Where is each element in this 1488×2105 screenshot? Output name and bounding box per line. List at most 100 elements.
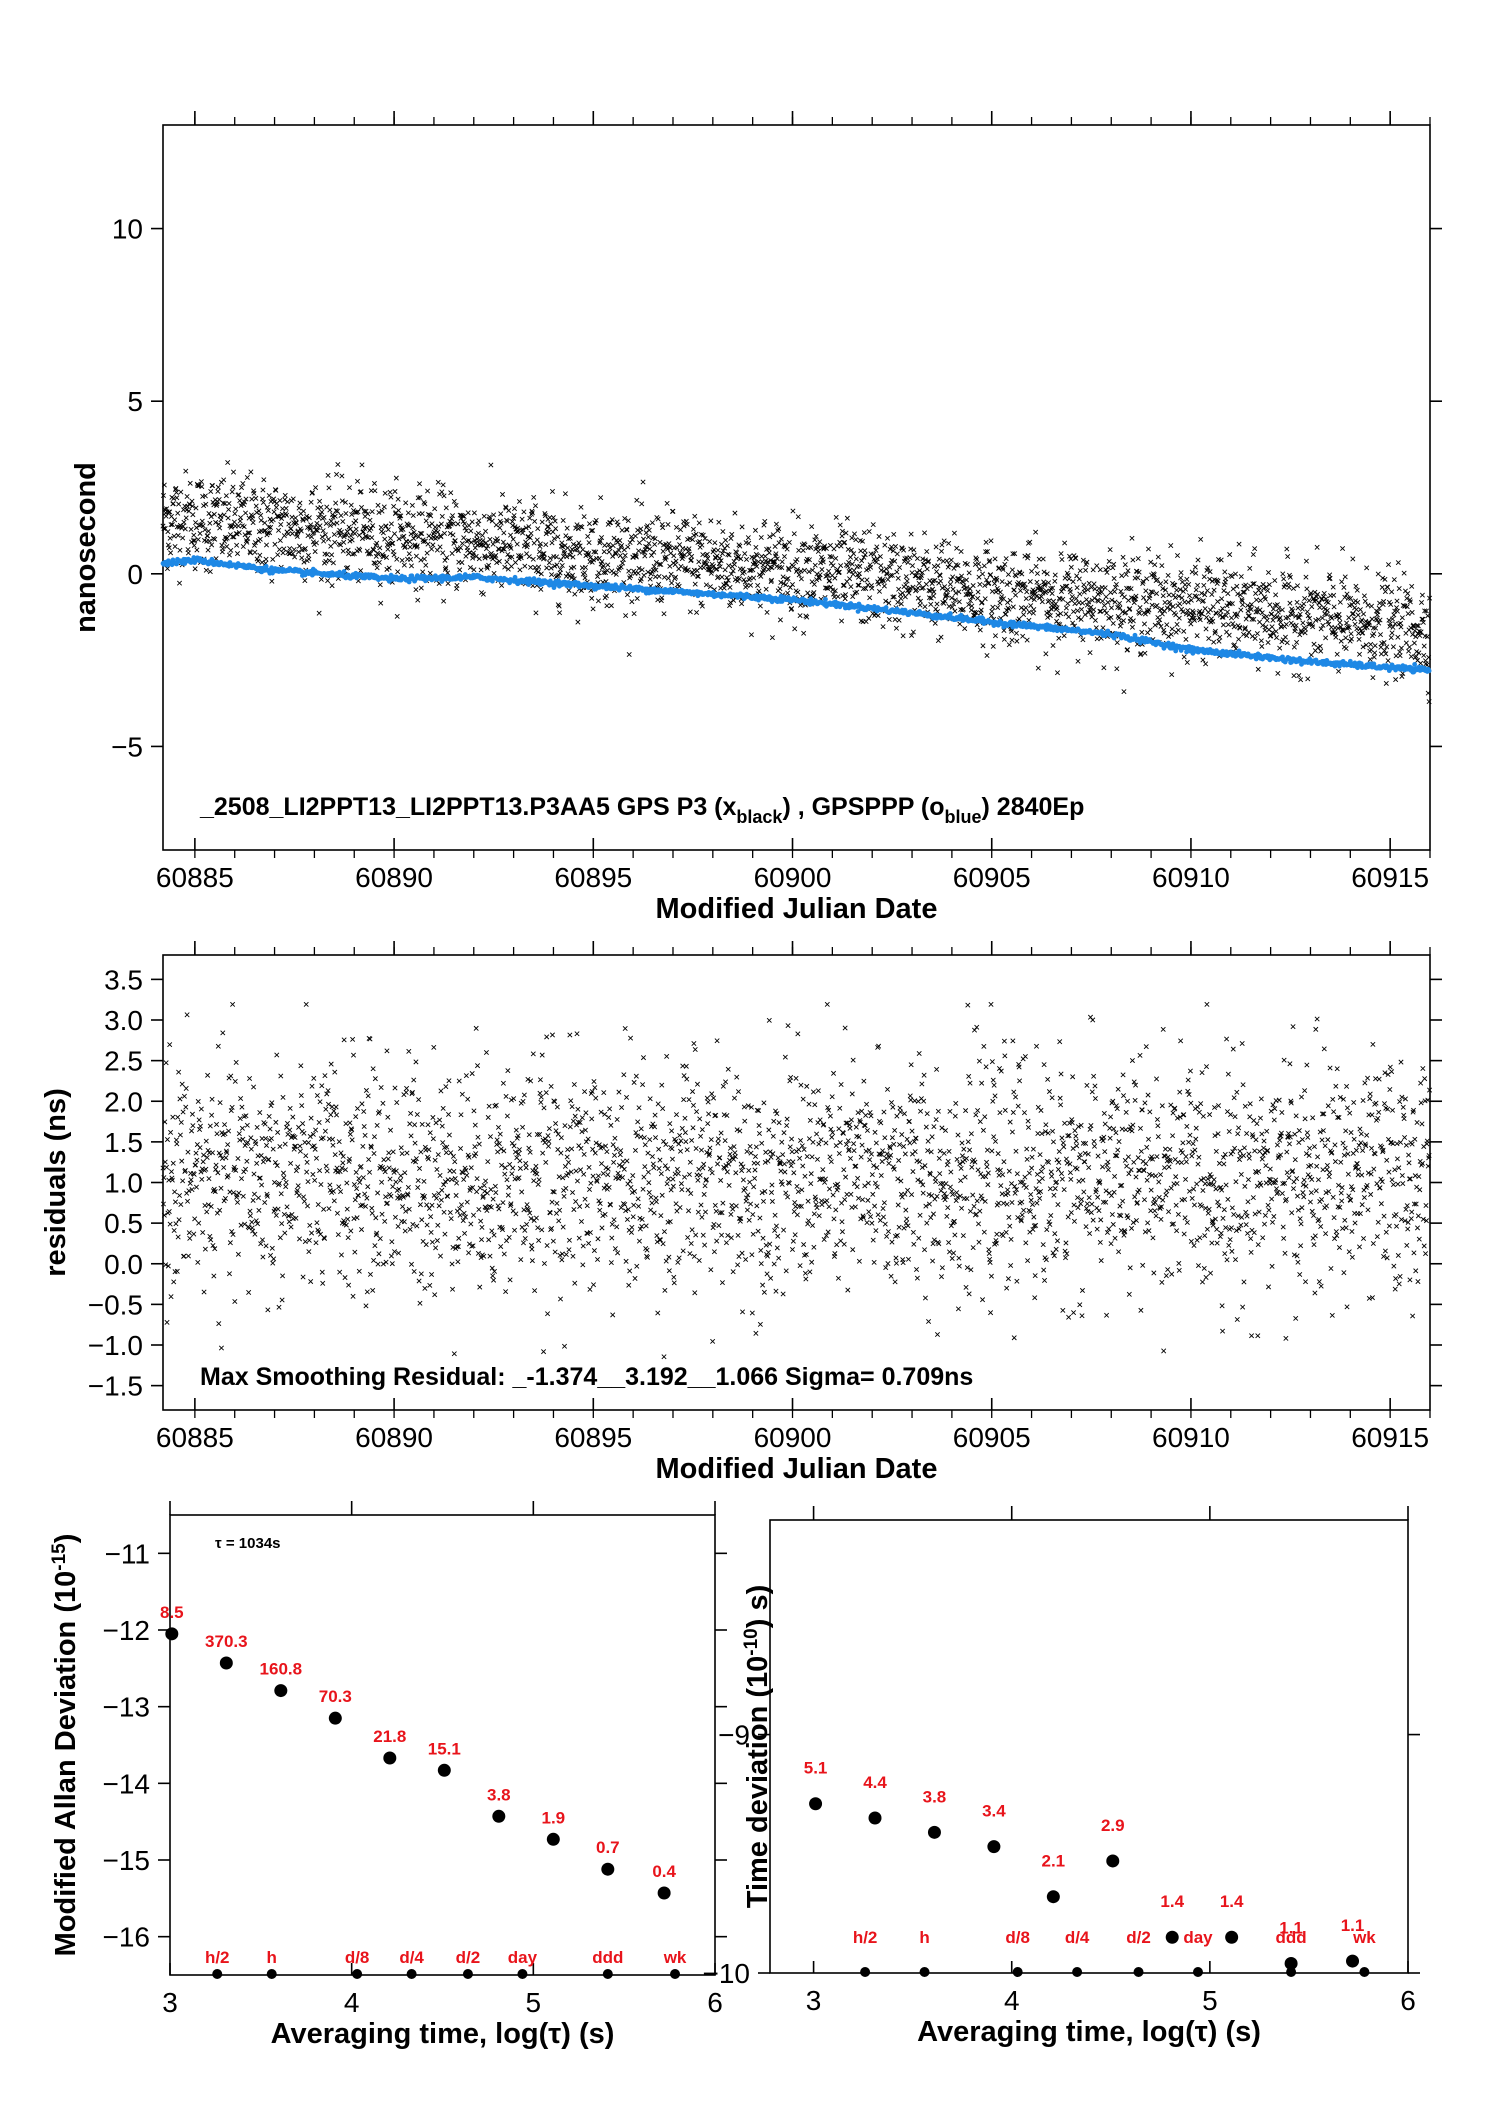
data-point: [935, 563, 941, 569]
data-point: [1270, 606, 1276, 612]
data-point: [570, 541, 576, 547]
data-point: [717, 555, 723, 561]
data-point: [316, 1119, 322, 1125]
data-point: [263, 1135, 269, 1142]
data-point: [903, 574, 909, 580]
data-point: [394, 613, 400, 619]
data-point: [1097, 608, 1103, 614]
data-point: [476, 556, 482, 562]
data-point: [918, 598, 924, 604]
data-point: [350, 1052, 357, 1058]
data-point: [1070, 579, 1076, 585]
data-point: [618, 564, 624, 570]
data-point: [772, 544, 778, 550]
data-point: [205, 1072, 211, 1078]
data-point: [382, 1218, 388, 1224]
data-point: [281, 1211, 287, 1217]
data-point: [895, 599, 901, 605]
data-point: [1306, 598, 1312, 604]
data-point: [222, 501, 228, 507]
data-point: [277, 1144, 283, 1150]
data-point: [1199, 611, 1205, 617]
data-point: [1290, 585, 1297, 591]
data-point: [425, 488, 431, 494]
data-point: [1071, 609, 1077, 615]
data-point: [322, 1073, 328, 1079]
data-point: [951, 530, 957, 536]
data-point: [257, 552, 263, 558]
data-point: [939, 585, 945, 591]
data-point: [801, 630, 807, 636]
data-point: [247, 549, 253, 555]
data-point: [206, 538, 212, 544]
data-point: [192, 1216, 198, 1222]
data-point: [396, 1186, 402, 1192]
data-point: [725, 551, 731, 557]
data-point: [1172, 595, 1178, 601]
data-point: [303, 1001, 309, 1007]
data-point: [280, 1273, 286, 1279]
data-point: [253, 495, 259, 501]
data-point: [555, 534, 561, 540]
data-point: [761, 566, 767, 572]
data-point: [870, 522, 876, 528]
data-point: [401, 562, 407, 568]
data-point: [575, 619, 581, 625]
data-point: [1181, 628, 1187, 634]
data-point: [1290, 608, 1296, 614]
data-point: [181, 1093, 187, 1099]
data-point: [508, 532, 514, 538]
data-point: [308, 1279, 314, 1285]
data-point: [1183, 636, 1189, 642]
data-point: [1300, 620, 1306, 626]
data-point: [628, 534, 634, 540]
data-point: [193, 1150, 199, 1156]
data-point: [945, 587, 951, 593]
data-point: [242, 499, 248, 505]
data-point: [465, 510, 471, 516]
data-point: [499, 491, 506, 497]
data-point: [198, 1106, 204, 1112]
data-point: [756, 588, 762, 594]
data-point: [444, 555, 450, 561]
data-point: [727, 599, 733, 606]
data-point: [1244, 586, 1250, 592]
data-point: [226, 1128, 232, 1134]
data-point: [199, 484, 205, 490]
data-point: [548, 565, 554, 571]
data-point: [685, 567, 691, 573]
data-point: [353, 1114, 359, 1120]
data-point: [365, 511, 371, 517]
data-point: [726, 552, 732, 558]
data-point: [187, 502, 193, 508]
data-point: [1007, 597, 1013, 603]
data-point: [1154, 591, 1160, 597]
data-point: [1341, 584, 1347, 590]
data-point: [586, 550, 592, 557]
data-point: [988, 613, 994, 619]
data-point: [352, 531, 358, 537]
data-point: [364, 1195, 370, 1201]
data-point: [1223, 576, 1229, 582]
data-point: [287, 1127, 293, 1133]
data-point: [389, 1239, 395, 1245]
data-point: [724, 575, 730, 581]
data-point: [739, 601, 745, 607]
data-point: [825, 585, 831, 591]
data-point: [802, 567, 808, 573]
data-point: [204, 1209, 210, 1215]
data-point: [1017, 588, 1023, 594]
data-point: [406, 523, 412, 529]
data-point: [307, 1222, 313, 1228]
data-point: [178, 1119, 184, 1125]
data-point: [323, 1106, 329, 1112]
data-point: [1385, 584, 1391, 590]
data-point: [939, 542, 945, 548]
data-point: [356, 1268, 362, 1274]
data-point: [1333, 634, 1339, 640]
data-point: [1006, 606, 1012, 612]
data-point: [232, 1298, 238, 1304]
data-point: [389, 540, 395, 546]
data-point: [1219, 614, 1225, 620]
data-point: [306, 515, 312, 521]
